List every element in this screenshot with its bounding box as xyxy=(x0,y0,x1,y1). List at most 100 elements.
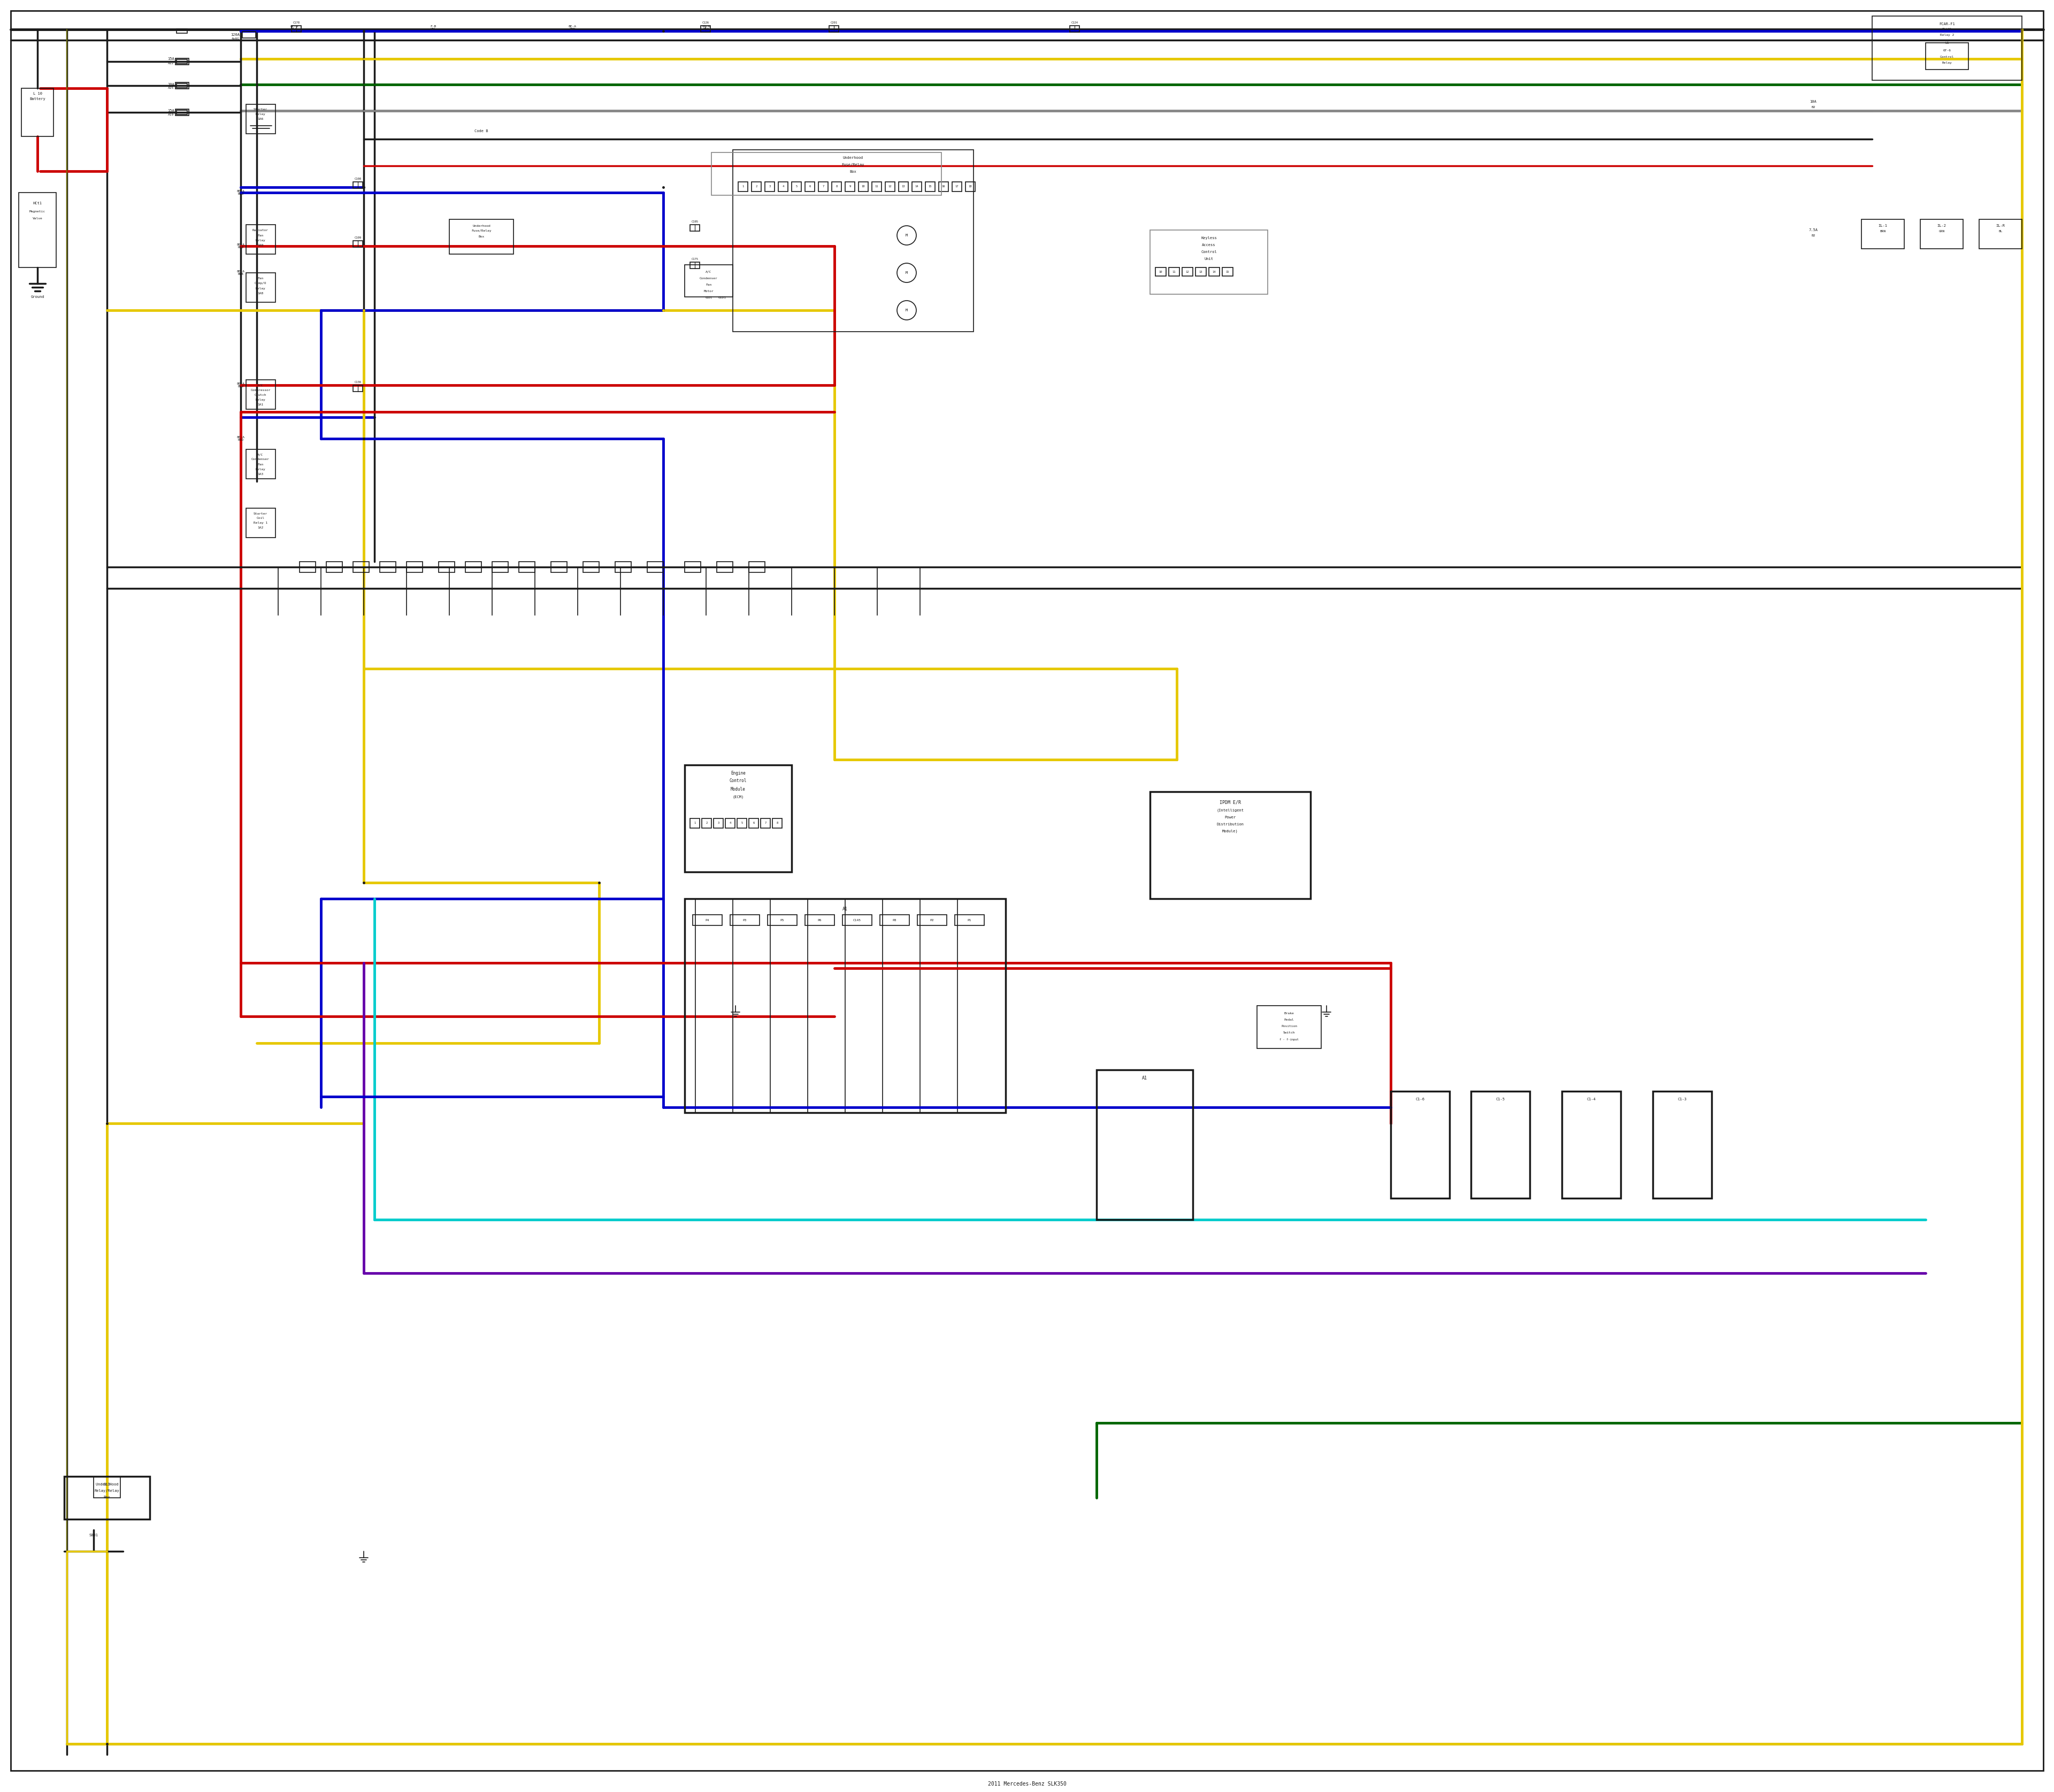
Bar xyxy=(918,914,947,925)
Text: Box: Box xyxy=(479,235,485,238)
Text: 13: 13 xyxy=(1200,271,1202,272)
Text: Distribution: Distribution xyxy=(1216,823,1245,826)
Text: Module: Module xyxy=(731,787,746,792)
Text: IL-1: IL-1 xyxy=(1877,224,1888,228)
Bar xyxy=(1070,25,1080,32)
Bar xyxy=(711,152,941,195)
Text: P8: P8 xyxy=(891,919,896,921)
Bar xyxy=(1920,219,1964,249)
Bar xyxy=(1195,267,1206,276)
Bar xyxy=(692,914,723,925)
Bar xyxy=(684,898,1006,1113)
Text: B2: B2 xyxy=(1812,106,1816,108)
Bar xyxy=(1150,792,1310,898)
Bar xyxy=(1222,267,1232,276)
Text: FCAR-F1: FCAR-F1 xyxy=(1939,23,1955,25)
Text: Keyless: Keyless xyxy=(1202,237,1216,240)
Text: 1A9: 1A9 xyxy=(257,244,263,246)
Bar xyxy=(177,29,187,34)
Bar xyxy=(300,561,316,572)
Bar xyxy=(717,561,733,572)
Bar xyxy=(690,819,700,828)
Text: 14: 14 xyxy=(916,185,918,188)
Text: 12: 12 xyxy=(1185,271,1189,272)
Text: A/C: A/C xyxy=(257,453,263,455)
Bar xyxy=(684,561,700,572)
Bar xyxy=(844,181,854,192)
Text: Relay: Relay xyxy=(255,468,265,471)
Text: Control: Control xyxy=(1939,56,1953,59)
Text: 13: 13 xyxy=(902,185,906,188)
Text: Control: Control xyxy=(729,778,748,783)
Bar xyxy=(1861,219,1904,249)
Text: Brake: Brake xyxy=(1284,1012,1294,1014)
Text: Access: Access xyxy=(1202,244,1216,247)
Text: 8E-A
BLU: 8E-A BLU xyxy=(236,382,244,389)
Text: Relay/Relay: Relay/Relay xyxy=(94,1489,119,1493)
Text: C124: C124 xyxy=(1070,22,1078,25)
Text: A1: A1 xyxy=(842,907,848,912)
Bar xyxy=(690,262,700,269)
Text: A19: A19 xyxy=(168,113,175,116)
Bar xyxy=(702,819,711,828)
Text: (ECM): (ECM) xyxy=(733,796,744,799)
Text: Relay: Relay xyxy=(255,238,265,242)
Text: 10A: 10A xyxy=(1810,100,1816,104)
Text: Comp/O: Comp/O xyxy=(255,281,267,285)
Bar xyxy=(750,819,758,828)
Text: 8E-A
RED: 8E-A RED xyxy=(236,435,244,441)
Text: 10: 10 xyxy=(861,185,865,188)
Text: Starter: Starter xyxy=(253,513,267,514)
Text: 8E-A
BLU: 8E-A BLU xyxy=(236,190,244,195)
Bar xyxy=(912,181,922,192)
Text: IL-2: IL-2 xyxy=(1937,224,1947,228)
Text: 17: 17 xyxy=(955,185,959,188)
Bar xyxy=(955,914,984,925)
Text: C108: C108 xyxy=(355,177,362,181)
Text: 15: 15 xyxy=(1226,271,1230,272)
Text: Compressor: Compressor xyxy=(251,389,271,391)
Text: Code B: Code B xyxy=(474,129,489,133)
Text: F-B
YEL: F-B YEL xyxy=(429,25,435,30)
Bar xyxy=(1871,16,2021,81)
Bar xyxy=(713,819,723,828)
Text: B2: B2 xyxy=(1812,235,1816,237)
Text: Box: Box xyxy=(103,1496,111,1498)
Text: 15: 15 xyxy=(928,185,933,188)
Bar xyxy=(737,181,748,192)
Text: Radiator: Radiator xyxy=(253,229,269,231)
Text: 8E-A
RED: 8E-A RED xyxy=(236,244,244,249)
Text: Motor: Motor xyxy=(705,290,713,292)
Bar xyxy=(380,561,396,572)
Bar xyxy=(830,25,838,32)
Text: f - f-input: f - f-input xyxy=(1280,1038,1298,1041)
Text: Control: Control xyxy=(1202,251,1216,253)
Text: 2011 Mercedes-Benz SLK350: 2011 Mercedes-Benz SLK350 xyxy=(988,1781,1066,1787)
Text: IL-R: IL-R xyxy=(1996,224,2005,228)
Bar xyxy=(246,380,275,409)
Text: 1A2: 1A2 xyxy=(257,527,263,529)
Bar xyxy=(466,561,481,572)
Text: Relay: Relay xyxy=(255,287,265,290)
Text: A/C: A/C xyxy=(257,383,263,387)
Text: Shift: Shift xyxy=(1941,29,1951,30)
Bar xyxy=(18,192,55,267)
Text: 1A6: 1A6 xyxy=(257,118,263,120)
Bar xyxy=(700,25,711,32)
Text: C1-5: C1-5 xyxy=(1495,1098,1506,1100)
Bar xyxy=(778,181,789,192)
Text: C1-4: C1-4 xyxy=(1588,1098,1596,1100)
Bar xyxy=(21,88,53,136)
Bar xyxy=(242,32,255,38)
Text: S001: S001 xyxy=(88,1534,99,1538)
Text: 1A3: 1A3 xyxy=(257,473,263,475)
Text: 15A: 15A xyxy=(168,57,175,61)
Bar xyxy=(1927,43,1968,70)
Bar xyxy=(327,561,343,572)
Bar xyxy=(885,181,896,192)
Bar xyxy=(1257,1005,1321,1048)
Text: 16: 16 xyxy=(943,185,945,188)
Text: C145: C145 xyxy=(852,919,861,921)
Bar xyxy=(832,181,842,192)
Bar xyxy=(246,224,275,254)
